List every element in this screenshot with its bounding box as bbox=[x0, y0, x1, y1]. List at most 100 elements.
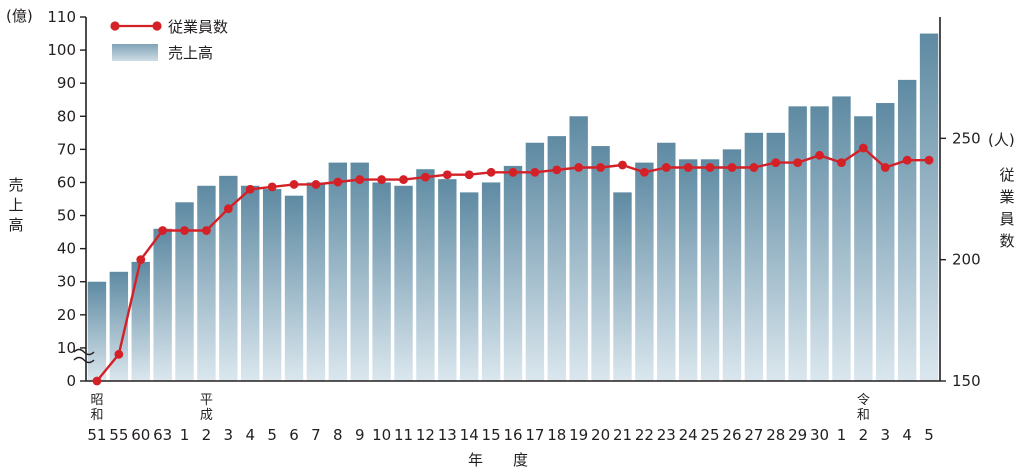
x-tick-label: 2 bbox=[859, 426, 869, 444]
sales-bar bbox=[219, 175, 238, 381]
x-tick-label: 24 bbox=[679, 426, 698, 444]
left-axis-label: 売上高 bbox=[8, 176, 23, 234]
sales-bar bbox=[416, 169, 435, 381]
era-label: 令和 bbox=[857, 393, 870, 423]
x-tick-label: 55 bbox=[109, 426, 128, 444]
left-tick-label: 110 bbox=[47, 8, 76, 26]
left-tick-label: 20 bbox=[57, 306, 76, 324]
x-tick-label: 4 bbox=[902, 426, 912, 444]
sales-bar bbox=[153, 228, 172, 381]
x-tick-label: 16 bbox=[503, 426, 522, 444]
sales-bar bbox=[394, 185, 413, 381]
employees-point bbox=[880, 163, 890, 172]
employees-point bbox=[223, 204, 233, 214]
employees-point bbox=[508, 167, 518, 177]
right-tick-label: 250 bbox=[952, 129, 981, 147]
sales-bar bbox=[131, 261, 150, 381]
legend-line-marker bbox=[152, 21, 162, 31]
x-tick-label: 27 bbox=[744, 426, 763, 444]
sales-bar bbox=[109, 271, 129, 381]
sales-bar bbox=[372, 182, 391, 381]
employees-point bbox=[333, 177, 343, 187]
sales-bar bbox=[328, 162, 348, 381]
employees-point bbox=[661, 163, 671, 172]
employees-point bbox=[245, 184, 255, 194]
employees-point bbox=[442, 170, 452, 180]
sales-bar bbox=[854, 116, 873, 381]
x-tick-label: 7 bbox=[311, 426, 321, 444]
left-tick-label: 70 bbox=[57, 140, 76, 158]
sales-bar bbox=[766, 132, 785, 381]
sales-bar bbox=[591, 146, 610, 381]
employees-point bbox=[574, 163, 584, 172]
left-tick-label: 30 bbox=[57, 273, 76, 291]
sales-bar bbox=[350, 162, 369, 381]
x-tick-label: 5 bbox=[924, 426, 934, 444]
x-tick-label: 3 bbox=[224, 426, 234, 444]
employees-point bbox=[618, 160, 627, 170]
employees-point bbox=[267, 182, 277, 192]
employees-point bbox=[639, 167, 649, 177]
x-tick-label: 14 bbox=[460, 426, 479, 444]
x-tick-label: 1 bbox=[180, 426, 190, 444]
sales-bar bbox=[197, 185, 216, 381]
legend-employees: 従業員数 bbox=[168, 18, 228, 36]
x-tick-label: 60 bbox=[131, 426, 150, 444]
sales-bar bbox=[262, 189, 282, 381]
sales-bar bbox=[460, 192, 479, 381]
sales-bar bbox=[481, 182, 501, 381]
right-axis-ticks: 150 200 250 bbox=[940, 129, 981, 390]
left-tick-label: 100 bbox=[47, 41, 76, 59]
x-tick-label: 2 bbox=[202, 426, 212, 444]
left-tick-label: 10 bbox=[57, 339, 76, 357]
left-axis-ticks: 0 10 20 30 40 50 60 70 80 90 100 110 bbox=[47, 8, 86, 390]
x-tick-label: 28 bbox=[766, 426, 785, 444]
employees-point bbox=[771, 158, 781, 168]
x-tick-label: 11 bbox=[394, 426, 413, 444]
employees-point bbox=[421, 172, 430, 182]
employees-point bbox=[749, 163, 759, 172]
sales-bar bbox=[678, 159, 698, 381]
x-tick-label: 12 bbox=[416, 426, 435, 444]
legend-line-marker bbox=[110, 21, 120, 31]
employees-point bbox=[815, 150, 824, 160]
x-tick-label: 17 bbox=[525, 426, 544, 444]
employees-point bbox=[464, 170, 474, 180]
employees-point bbox=[552, 165, 562, 175]
sales-bar bbox=[503, 165, 523, 381]
employees-line bbox=[92, 143, 934, 386]
sales-bar bbox=[657, 142, 676, 381]
x-tick-label: 63 bbox=[153, 426, 172, 444]
sales-bar bbox=[919, 33, 939, 381]
sales-bar bbox=[876, 103, 895, 381]
x-tick-label: 4 bbox=[245, 426, 255, 444]
x-tick-label: 21 bbox=[613, 426, 632, 444]
sales-bar bbox=[722, 149, 742, 381]
employees-point bbox=[311, 180, 321, 189]
x-tick-label: 8 bbox=[333, 426, 343, 444]
employees-point bbox=[705, 163, 715, 172]
employees-point bbox=[858, 143, 868, 153]
sales-bar bbox=[175, 202, 194, 381]
left-tick-label: 0 bbox=[66, 372, 76, 390]
left-tick-label: 90 bbox=[57, 74, 76, 92]
sales-bar bbox=[87, 281, 107, 381]
right-axis-unit: (人) bbox=[988, 131, 1015, 149]
sales-bar bbox=[832, 96, 851, 381]
sales-bar bbox=[700, 159, 720, 381]
axis-break-mark bbox=[73, 348, 95, 364]
employees-point bbox=[486, 167, 496, 177]
employees-point bbox=[399, 175, 408, 184]
left-tick-label: 80 bbox=[57, 107, 76, 125]
sales-bar bbox=[744, 132, 764, 381]
employees-point bbox=[683, 163, 693, 172]
employees-point bbox=[92, 376, 102, 386]
sales-bar bbox=[525, 142, 545, 381]
sales-bar bbox=[613, 192, 632, 381]
employees-point bbox=[180, 226, 189, 235]
x-tick-label: 18 bbox=[547, 426, 566, 444]
legend-sales: 売上高 bbox=[168, 44, 213, 62]
x-axis-label: 年 度 bbox=[468, 451, 528, 469]
employees-point bbox=[289, 180, 299, 189]
